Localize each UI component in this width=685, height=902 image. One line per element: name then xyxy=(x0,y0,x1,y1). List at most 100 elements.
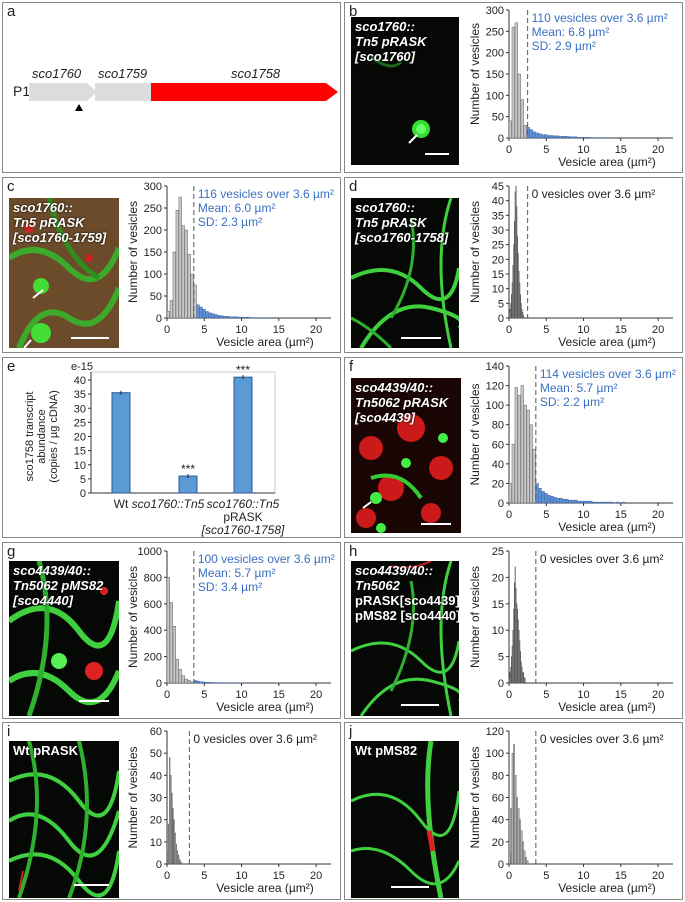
histogram-bar-below xyxy=(181,675,185,684)
histogram-bar-below xyxy=(520,830,523,865)
histogram-bar-above xyxy=(544,134,548,139)
y-tick-label: 0 xyxy=(498,498,504,510)
histogram-bar-above xyxy=(553,496,557,504)
y-axis-label: Number of vesicles xyxy=(468,23,482,125)
y-tick-label: 0 xyxy=(156,859,162,871)
histogram-bar-below xyxy=(172,626,176,684)
histogram-bar-below xyxy=(509,308,511,319)
histogram-bar-above xyxy=(598,501,602,504)
x-tick-label: 5 xyxy=(543,144,549,156)
histogram-bar-below xyxy=(508,677,510,684)
histogram-bar-above xyxy=(604,501,608,504)
histogram-bar-above xyxy=(559,497,563,504)
y-tick-label: 10 xyxy=(150,837,162,849)
histogram-bar-above xyxy=(583,500,587,504)
histogram-bar-below xyxy=(514,566,516,684)
histogram-bar-below xyxy=(508,311,510,319)
y-exponent-label: e-15 xyxy=(71,361,93,373)
histogram-bar-below xyxy=(514,191,516,319)
y-axis-label: sco1758 transcript xyxy=(24,392,36,482)
y-tick-label: 0 xyxy=(498,313,504,325)
x-tick-label: 15 xyxy=(615,689,627,701)
x-tick-label: 0 xyxy=(506,870,512,882)
histogram-bar-above xyxy=(547,495,551,504)
y-tick-label: 150 xyxy=(486,69,504,81)
gene-sco1758-arrow xyxy=(151,83,338,101)
histogram-bar-below xyxy=(517,253,519,319)
y-tick-label: 0 xyxy=(498,859,504,871)
histogram-bar-above xyxy=(226,316,230,319)
y-tick-label: 5 xyxy=(80,474,86,486)
histogram-bar-above xyxy=(550,495,554,504)
y-tick-label: 0 xyxy=(156,313,162,325)
y-tick-label: 45 xyxy=(492,181,504,193)
histogram-bar-below xyxy=(178,196,182,319)
x-tick-label: 15 xyxy=(273,324,285,336)
annotation-text: Mean: 6.8 µm² xyxy=(532,25,610,39)
panel-label: c xyxy=(7,178,15,195)
histogram-bar-below xyxy=(508,120,512,139)
histogram-bar-below xyxy=(526,860,529,865)
x-tick-label: 20 xyxy=(652,509,664,521)
annotation-text: 0 vesicles over 3.6 µm² xyxy=(532,187,656,201)
transcript-bar xyxy=(178,475,198,494)
x-tick-label: 0 xyxy=(506,509,512,521)
histogram-bar-above xyxy=(565,136,569,139)
annotation-text: Mean: 5.7 µm² xyxy=(540,381,618,395)
histogram-bar-above xyxy=(238,316,242,319)
histogram-bar-below xyxy=(184,229,188,319)
histogram-bar-below xyxy=(511,645,513,684)
histogram-bar-below xyxy=(522,314,524,319)
y-axis-label: (copies / µg cDNA) xyxy=(48,390,60,483)
histogram-bar-above xyxy=(592,501,596,504)
histogram-bar-below xyxy=(175,843,177,865)
y-tick-label: 0 xyxy=(498,133,504,145)
histogram-bar-above xyxy=(595,501,599,504)
y-tick-label: 20 xyxy=(150,815,162,827)
histogram-bar-below xyxy=(514,221,516,319)
y-tick-label: 80 xyxy=(492,770,504,782)
annotation-text: 0 vesicles over 3.6 µm² xyxy=(540,732,664,746)
histogram-bar-below xyxy=(514,22,518,139)
histogram-bar-above xyxy=(196,680,200,684)
y-tick-label: 30 xyxy=(74,403,86,415)
annotation-text: SD: 2.2 µm² xyxy=(540,395,604,409)
histogram-bar-below xyxy=(166,852,169,865)
histogram-bar-above xyxy=(574,499,578,504)
y-tick-label: 50 xyxy=(492,112,504,124)
microscopy-image: sco4439/40:: Tn5062 pMS82 [sco4440] xyxy=(9,561,119,716)
y-axis-label: Number of vesicles xyxy=(468,201,482,303)
x-tick-label: 20 xyxy=(652,689,664,701)
gene-label: sco1758 xyxy=(231,66,281,81)
y-tick-label: 20 xyxy=(492,572,504,584)
histogram-bar-above xyxy=(202,681,206,684)
histogram-bar-below xyxy=(524,677,526,684)
histogram-bar-above xyxy=(244,316,248,319)
y-tick-label: 60 xyxy=(150,726,162,738)
y-tick-label: 5 xyxy=(498,298,504,310)
histogram-bar-below xyxy=(508,483,512,504)
y-tick-label: 60 xyxy=(492,793,504,805)
histogram-bar-above xyxy=(568,136,572,139)
transposon-insertion-marker xyxy=(75,104,83,111)
strain-label: Wt pRASK xyxy=(13,743,78,758)
histogram-bar-below xyxy=(522,672,524,684)
x-axis-label: Vesicle area (µm²) xyxy=(216,700,314,714)
histogram-bar-below xyxy=(517,73,521,139)
annotation-text: SD: 3.4 µm² xyxy=(198,580,262,594)
x-tick-label: 0 xyxy=(506,324,512,336)
panel-label: i xyxy=(7,723,11,740)
histogram-bar-below xyxy=(525,857,527,865)
x-tick-label: 0 xyxy=(506,144,512,156)
histogram-bar-above xyxy=(208,312,212,319)
histogram-bar-above xyxy=(622,501,626,504)
histogram-bar-above xyxy=(556,497,560,504)
histogram-bar-below xyxy=(169,757,171,865)
annotation-text: 0 vesicles over 3.6 µm² xyxy=(540,552,664,566)
histogram-bar-below xyxy=(512,629,514,684)
histogram-bar-below xyxy=(175,210,179,319)
histogram-bar-above xyxy=(583,136,587,139)
histogram-bar-above xyxy=(211,682,215,684)
